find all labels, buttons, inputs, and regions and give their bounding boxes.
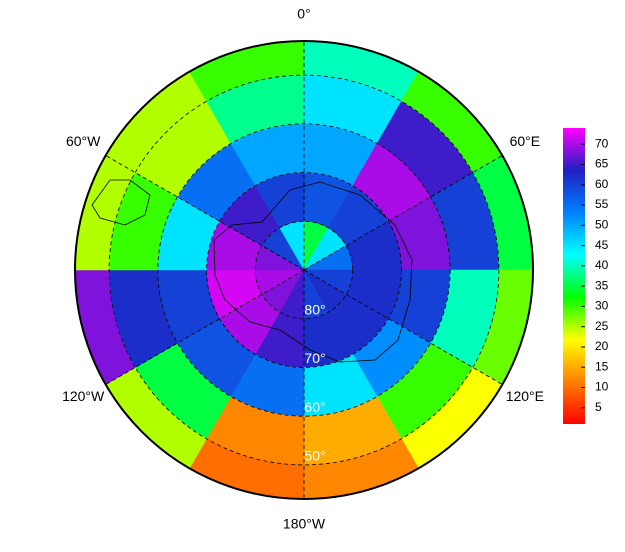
colorbar-tick-label: 5 bbox=[595, 400, 602, 414]
graticule: 80° 70° 60° 50° 0° 60°E 120°E 180°W 120°W 60°W bbox=[62, 6, 544, 532]
longitude-line bbox=[303, 269, 503, 385]
longitude-label: 0° bbox=[297, 6, 310, 22]
colorbar-tick-label: 60 bbox=[595, 177, 609, 191]
latitude-label: 80° bbox=[304, 301, 325, 317]
colorbar: 5 10 15 20 25 30 35 40 45 50 55 60 65 70 bbox=[563, 128, 609, 424]
longitude-line bbox=[303, 155, 503, 271]
colorbar-tick-label: 70 bbox=[595, 136, 609, 150]
colorbar-tick-label: 10 bbox=[595, 380, 609, 394]
longitude-label: 120°E bbox=[506, 388, 544, 404]
longitude-label: 180°W bbox=[283, 516, 326, 532]
map-border bbox=[74, 40, 534, 500]
colorbar-tick-label: 45 bbox=[595, 238, 609, 252]
latitude-label: 50° bbox=[304, 448, 325, 464]
colorbar-tick-label: 25 bbox=[595, 319, 609, 333]
colorbar-tick-label: 55 bbox=[595, 197, 609, 211]
longitude-label: 60°W bbox=[66, 133, 101, 149]
coastline bbox=[213, 181, 413, 363]
latitude-line bbox=[108, 74, 500, 466]
coastline bbox=[91, 179, 151, 226]
colorbar-fill bbox=[563, 128, 585, 424]
colorbar-tick-label: 15 bbox=[595, 359, 609, 373]
colorbar-tick-label: 35 bbox=[595, 278, 609, 292]
latitude-label: 60° bbox=[304, 399, 325, 415]
colorbar-tick-label: 40 bbox=[595, 258, 609, 272]
longitude-label: 60°E bbox=[510, 133, 541, 149]
colorbar-tick-label: 30 bbox=[595, 299, 609, 313]
data-cells bbox=[74, 40, 534, 500]
colorbar-tick-label: 65 bbox=[595, 157, 609, 171]
latitude-line bbox=[254, 220, 354, 320]
colorbar-tick-label: 20 bbox=[595, 339, 609, 353]
longitude-label: 120°W bbox=[62, 388, 105, 404]
colorbar-tick-label: 50 bbox=[595, 217, 609, 231]
latitude-line bbox=[206, 172, 402, 368]
longitude-line bbox=[105, 269, 305, 385]
longitude-line bbox=[105, 155, 305, 271]
latitude-line bbox=[157, 123, 451, 417]
latitude-label: 70° bbox=[304, 350, 325, 366]
